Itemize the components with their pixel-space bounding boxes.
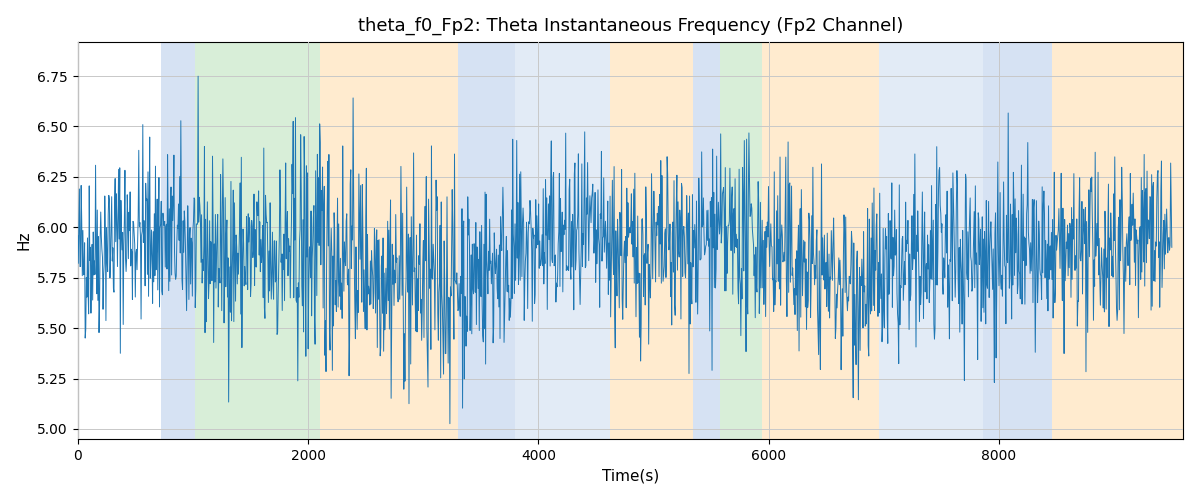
- Bar: [610, 42, 692, 439]
- Bar: [880, 42, 983, 439]
- Bar: [762, 42, 880, 439]
- Bar: [692, 42, 720, 439]
- Bar: [457, 42, 485, 439]
- Bar: [720, 42, 762, 439]
- Title: theta_f0_Fp2: Theta Instantaneous Frequency (Fp2 Channel): theta_f0_Fp2: Theta Instantaneous Freque…: [358, 16, 904, 35]
- Bar: [983, 42, 1052, 439]
- Bar: [485, 42, 515, 439]
- Bar: [515, 42, 610, 439]
- Bar: [196, 42, 319, 439]
- Bar: [1052, 42, 1183, 439]
- Y-axis label: Hz: Hz: [17, 230, 31, 250]
- Bar: [161, 42, 196, 439]
- X-axis label: Time(s): Time(s): [602, 468, 659, 483]
- Bar: [319, 42, 457, 439]
